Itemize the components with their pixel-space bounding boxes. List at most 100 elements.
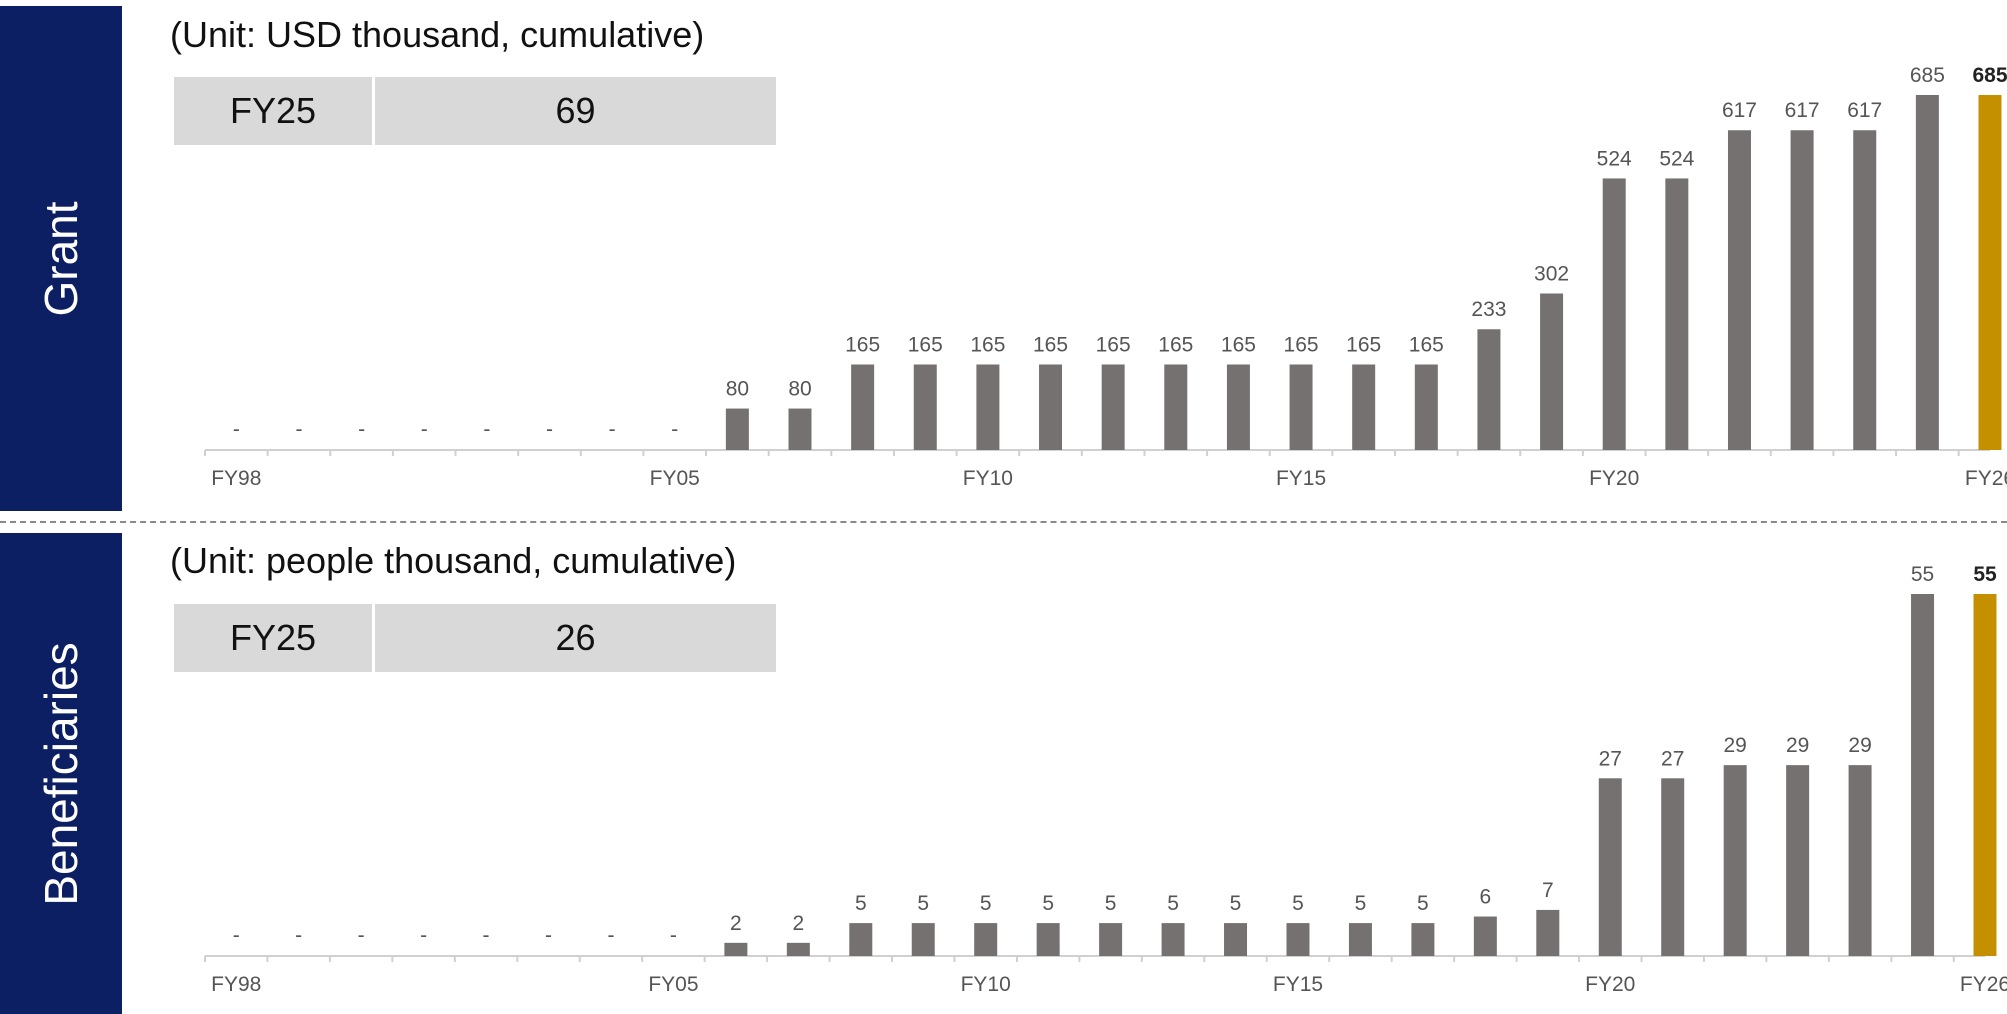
beneficiaries-value-label: 29 <box>1786 734 1809 757</box>
beneficiaries-value-label: 5 <box>1292 892 1304 915</box>
beneficiaries-value-label: 2 <box>730 912 742 935</box>
beneficiaries-x-tick-label: FY26 <box>1960 973 2007 996</box>
beneficiaries-value-label: - <box>358 924 365 947</box>
beneficiaries-bar-fy24 <box>1848 765 1872 956</box>
grant-fy-label: FY25 <box>174 77 372 145</box>
beneficiaries-bar-fy19 <box>1536 909 1560 956</box>
grant-bar-fy22 <box>1727 130 1751 450</box>
beneficiaries-bar-fy18 <box>1473 916 1497 956</box>
beneficiaries-bar-fy13 <box>1161 923 1185 956</box>
grant-bar-fy17 <box>1414 364 1438 450</box>
section-divider <box>0 521 2007 523</box>
beneficiaries-value-label: 5 <box>1355 892 1367 915</box>
grant-value-label: - <box>671 418 678 441</box>
beneficiaries-value-label: 5 <box>855 892 867 915</box>
grant-bar-fy23 <box>1790 130 1814 450</box>
beneficiaries-x-tick-label: FY10 <box>961 973 1011 996</box>
beneficiaries-value-label: 7 <box>1542 879 1554 902</box>
beneficiaries-bar-fy11 <box>1036 923 1060 956</box>
grant-bar-fy25 <box>1915 95 1939 450</box>
grant-bar-fy08 <box>851 364 875 450</box>
grant-bar-chart: - - - - - - - - 80 80 165 165 165 165 165 165 165 165 165 1… <box>204 64 2007 490</box>
grant-bar-fy21 <box>1665 178 1689 450</box>
beneficiaries-x-tick-label: FY98 <box>211 973 261 996</box>
grant-value-label: 80 <box>726 378 749 401</box>
grant-value-label: 165 <box>1346 333 1381 356</box>
grant-value-label: 165 <box>908 333 943 356</box>
grant-value-label: 685 <box>1910 64 1945 87</box>
grant-bar-fy24 <box>1853 130 1877 450</box>
grant-bar-fy20 <box>1602 178 1626 450</box>
grant-value-label: - <box>421 418 428 441</box>
beneficiaries-unit-label: (Unit: people thousand, cumulative) <box>170 540 737 581</box>
beneficiaries-x-tick-label: FY15 <box>1273 973 1323 996</box>
beneficiaries-bar-fy14 <box>1224 923 1248 956</box>
grant-value-label: 165 <box>1284 333 1319 356</box>
beneficiaries-bar-fy15 <box>1286 923 1310 956</box>
beneficiaries-value-label: 5 <box>1167 892 1179 915</box>
grant-value-label: 233 <box>1471 298 1506 321</box>
grant-x-tick-label: FY26 <box>1965 467 2007 490</box>
grant-value-label: 685 <box>1972 64 2007 87</box>
beneficiaries-value-label: - <box>295 924 302 947</box>
beneficiaries-bar-fy17 <box>1411 923 1435 956</box>
grant-bar-fy16 <box>1352 364 1376 450</box>
grant-fy-summary: FY25 69 <box>174 77 776 145</box>
grant-bar-fy10 <box>976 364 1000 450</box>
beneficiaries-bar-fy09 <box>911 923 935 956</box>
beneficiaries-fy-value: 26 <box>375 604 776 672</box>
beneficiaries-bar-fy20 <box>1598 778 1622 956</box>
beneficiaries-value-label: 5 <box>1042 892 1054 915</box>
beneficiaries-fy-summary: FY25 26 <box>174 604 776 672</box>
grant-bar-fy11 <box>1039 364 1063 450</box>
grant-bar-fy13 <box>1164 364 1188 450</box>
grant-value-label: 524 <box>1597 147 1632 170</box>
beneficiaries-value-label: 27 <box>1661 747 1684 770</box>
grant-value-label: 617 <box>1722 99 1757 122</box>
grant-x-tick-label: FY15 <box>1276 467 1326 490</box>
grant-bar-fy26 <box>1978 95 2002 450</box>
beneficiaries-fy-label: FY25 <box>174 604 372 672</box>
grant-bar-fy15 <box>1289 364 1313 450</box>
grant-bar-fy19 <box>1540 293 1564 450</box>
beneficiaries-x-tick-label: FY05 <box>648 973 698 996</box>
beneficiaries-bar-fy12 <box>1099 923 1123 956</box>
beneficiaries-value-label: - <box>545 924 552 947</box>
beneficiaries-value-label: 29 <box>1848 734 1871 757</box>
beneficiaries-bar-fy26 <box>1973 594 1997 956</box>
grant-value-label: 80 <box>788 378 811 401</box>
grant-value-label: 165 <box>845 333 880 356</box>
beneficiaries-value-label: - <box>233 924 240 947</box>
beneficiaries-value-label: 27 <box>1599 747 1622 770</box>
grant-bar-fy07 <box>788 408 812 450</box>
grant-value-label: 617 <box>1847 99 1882 122</box>
beneficiaries-bar-fy06 <box>724 942 748 956</box>
grant-side-panel: Grant <box>0 6 122 511</box>
grant-fy-value: 69 <box>375 77 776 145</box>
grant-value-label: - <box>295 418 302 441</box>
grant-value-label: - <box>483 418 490 441</box>
grant-bar-fy09 <box>913 364 937 450</box>
beneficiaries-value-label: 5 <box>980 892 992 915</box>
beneficiaries-bar-fy22 <box>1723 765 1747 956</box>
beneficiaries-value-label: 55 <box>1911 563 1934 586</box>
beneficiaries-bar-fy25 <box>1911 594 1935 956</box>
beneficiaries-bar-fy08 <box>849 923 873 956</box>
beneficiaries-side-panel: Beneficiaries <box>0 533 122 1014</box>
beneficiaries-x-tick-label: FY20 <box>1585 973 1635 996</box>
beneficiaries-bar-fy21 <box>1661 778 1685 956</box>
grant-unit-label: (Unit: USD thousand, cumulative) <box>170 14 705 55</box>
beneficiaries-value-label: 5 <box>917 892 929 915</box>
grant-value-label: - <box>609 418 616 441</box>
grant-value-label: 617 <box>1785 99 1820 122</box>
beneficiaries-bar-fy07 <box>786 942 810 956</box>
grant-value-label: 165 <box>1221 333 1256 356</box>
grant-value-label: - <box>358 418 365 441</box>
grant-bar-fy18 <box>1477 329 1501 450</box>
beneficiaries-bar-fy16 <box>1348 923 1372 956</box>
grant-x-tick-label: FY05 <box>650 467 700 490</box>
beneficiaries-bar-fy10 <box>974 923 998 956</box>
beneficiaries-value-label: 5 <box>1230 892 1242 915</box>
grant-value-label: 302 <box>1534 262 1569 285</box>
beneficiaries-value-label: 5 <box>1105 892 1117 915</box>
